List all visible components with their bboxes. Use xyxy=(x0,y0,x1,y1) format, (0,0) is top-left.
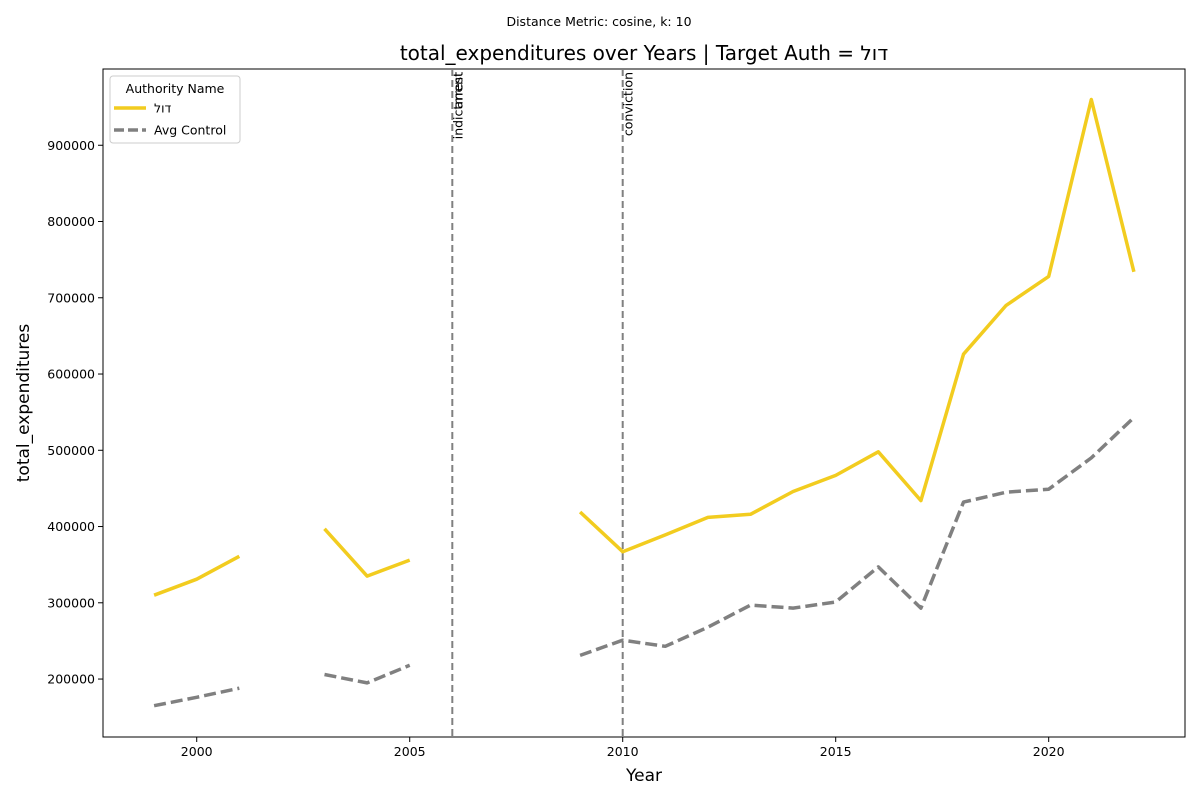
series-line xyxy=(324,663,411,685)
series-line xyxy=(579,416,1136,658)
series-line xyxy=(153,686,240,708)
y-tick-label: 200000 xyxy=(47,672,95,687)
y-axis-label: total_expenditures xyxy=(14,324,34,483)
series-line xyxy=(153,554,241,597)
x-tick-label: 2015 xyxy=(820,744,852,759)
legend-label: דול xyxy=(154,101,172,116)
legend-title: Authority Name xyxy=(126,81,225,96)
chart-title: total_expenditures over Years | Target A… xyxy=(400,41,888,65)
event-label: indictment xyxy=(450,72,465,139)
event-label: arrest xyxy=(450,72,465,109)
y-tick-label: 700000 xyxy=(47,290,95,305)
y-tick-label: 400000 xyxy=(47,519,95,534)
axes-frame xyxy=(102,68,1186,738)
event-label: conviction xyxy=(621,72,636,136)
x-tick-label: 2010 xyxy=(607,744,639,759)
x-tick-label: 2000 xyxy=(181,744,213,759)
y-tick-label: 800000 xyxy=(47,214,95,229)
y-tick-label: 600000 xyxy=(47,367,95,382)
x-tick-label: 2005 xyxy=(394,744,426,759)
y-tick-label: 500000 xyxy=(47,443,95,458)
legend-box xyxy=(109,75,241,144)
y-axis: 200000 300000 400000 500000 600000 700000 8000… xyxy=(47,138,103,687)
series-line xyxy=(578,97,1136,554)
y-tick-label: 900000 xyxy=(47,138,95,153)
y-tick-label: 300000 xyxy=(47,595,95,610)
legend: Authority Name דול Avg Control xyxy=(109,75,241,144)
chart-suptitle: Distance Metric: cosine, k: 10 xyxy=(506,14,691,29)
series-lines xyxy=(153,97,1136,708)
x-axis: 2000 2005 2010 2015 2020 xyxy=(181,737,1065,759)
legend-items: דול Avg Control xyxy=(114,101,226,138)
x-axis-label: Year xyxy=(625,766,662,786)
legend-label: Avg Control xyxy=(154,123,226,138)
x-tick-label: 2020 xyxy=(1033,744,1065,759)
series-line xyxy=(323,527,411,578)
